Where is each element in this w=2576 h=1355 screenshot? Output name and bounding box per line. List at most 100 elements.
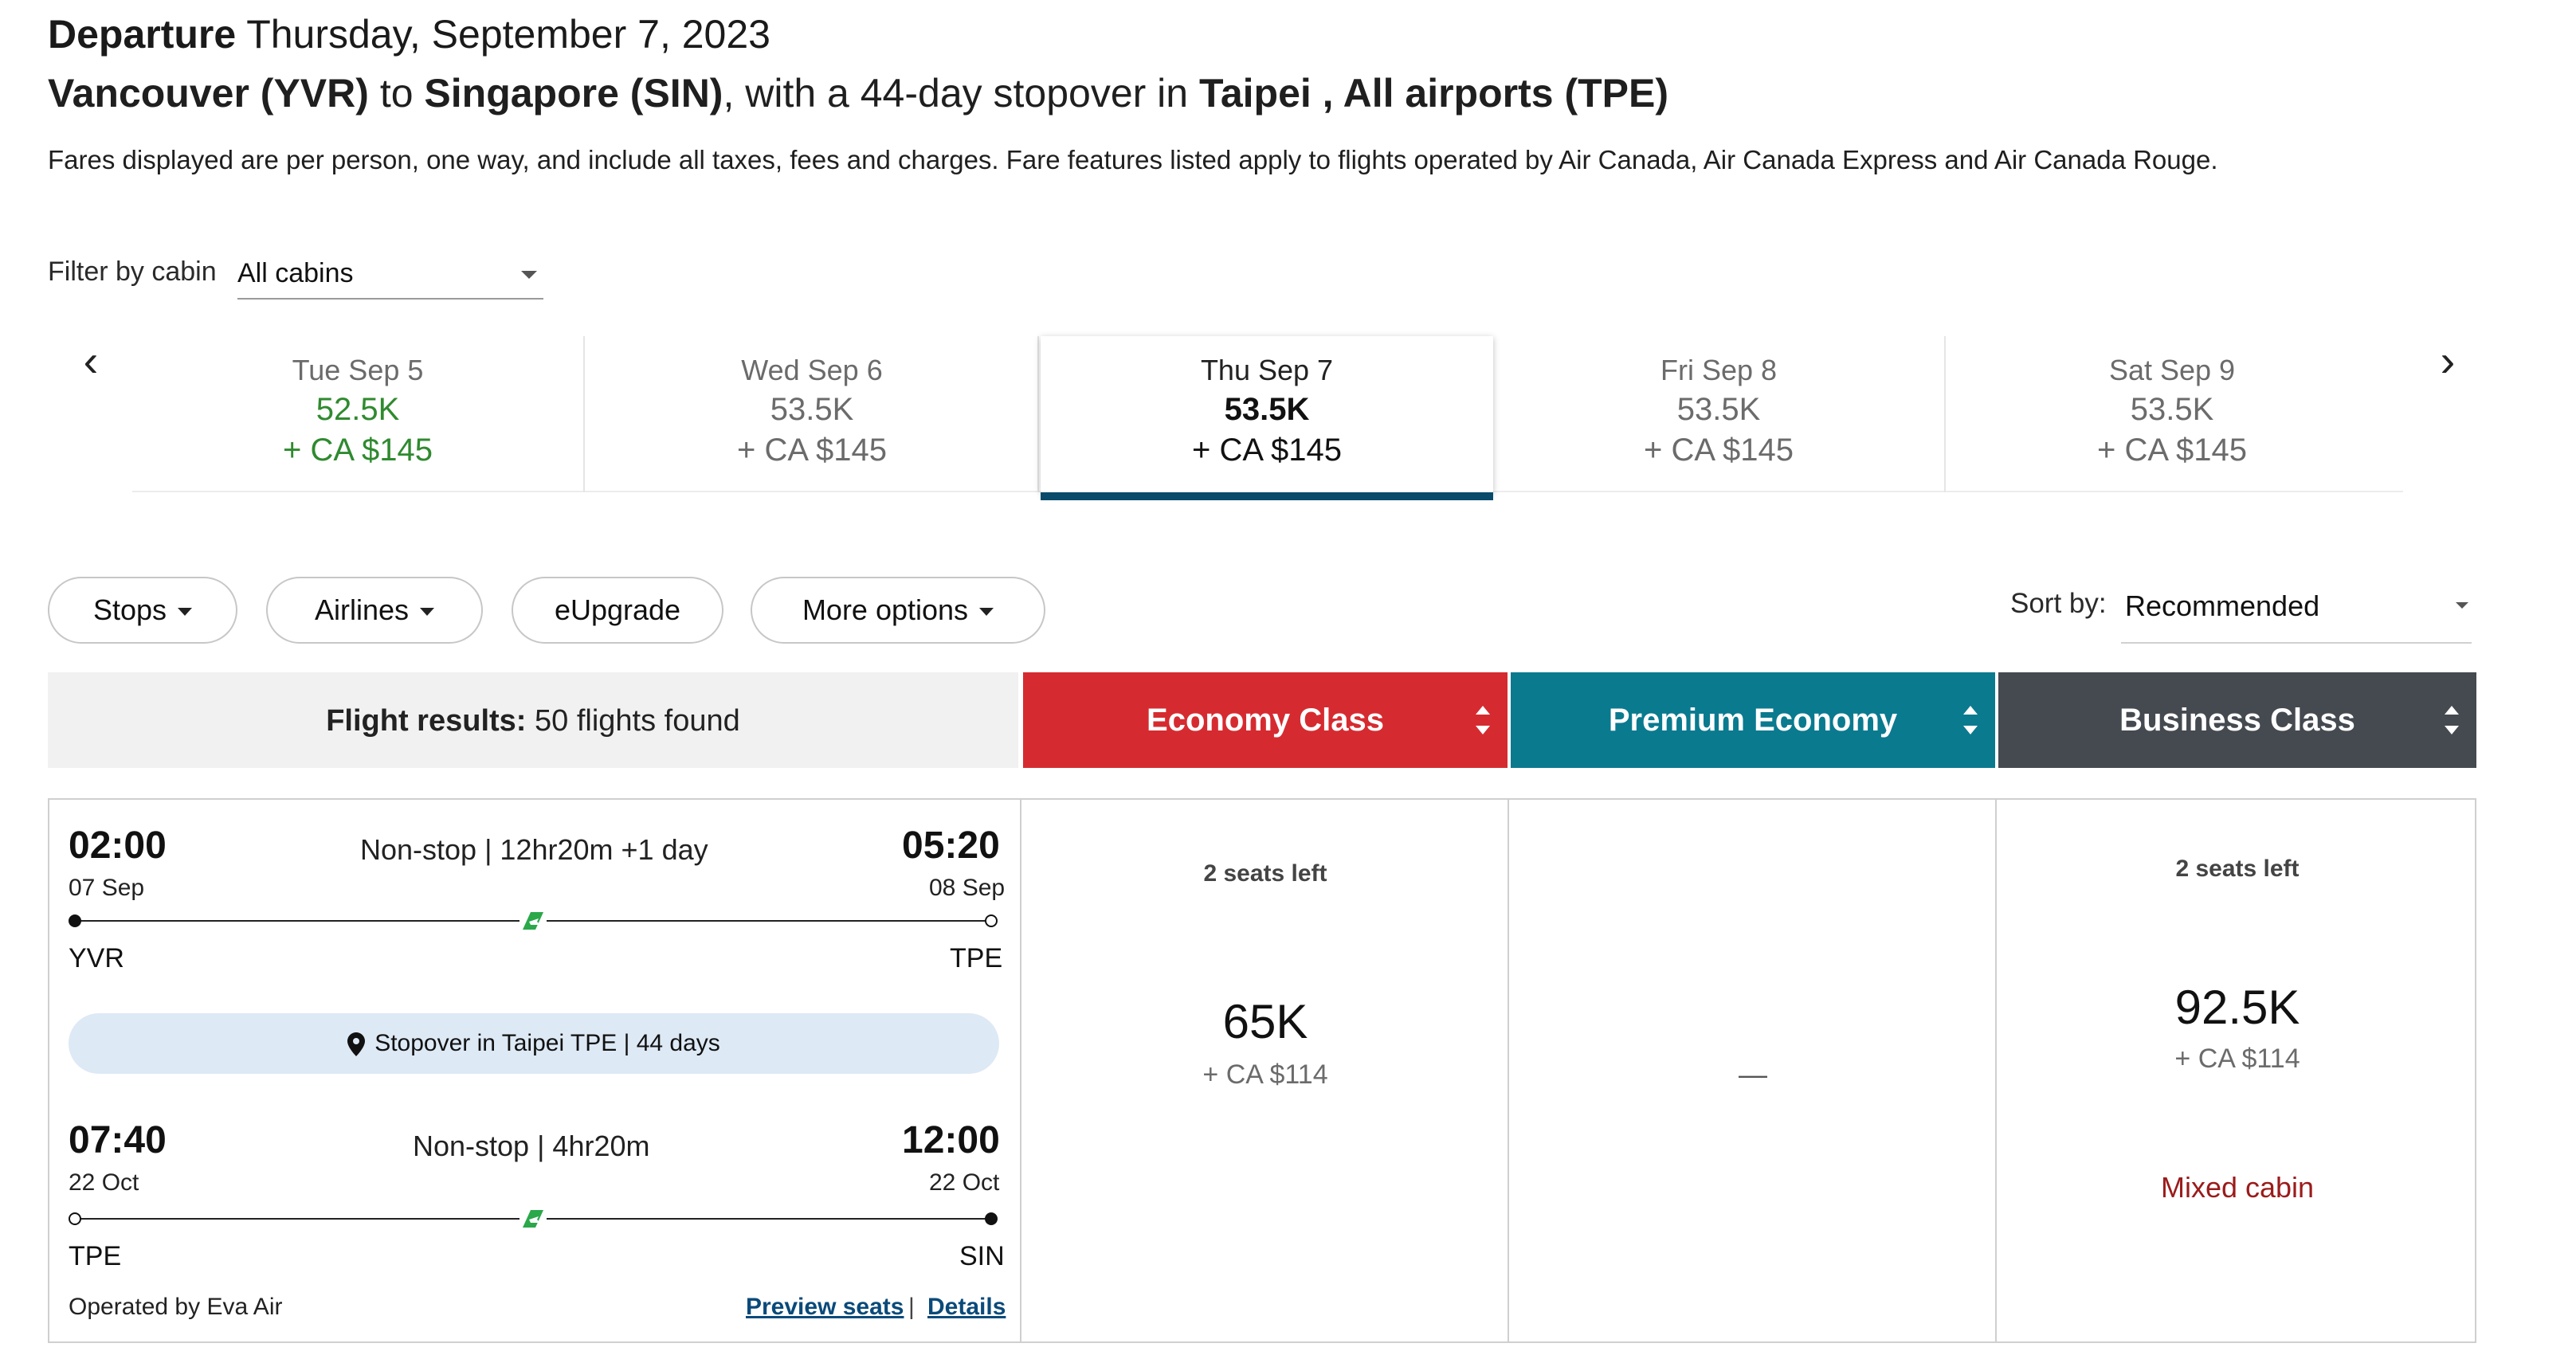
date-day: Tue Sep 5 [292, 354, 424, 386]
stops-filter-label: Stops [92, 593, 167, 626]
sort-select[interactable]: Recommended [2121, 582, 2472, 644]
business-fare-cell[interactable]: 2 seats left 92.5K + CA $114 Mixed cabin [1998, 800, 2476, 1341]
economy-cash: + CA $114 [1202, 1059, 1328, 1090]
date-option-fri-sep-8[interactable]: Fri Sep 8 53.5K + CA $145 [1493, 336, 1946, 492]
business-cash: + CA $114 [2174, 1044, 2300, 1074]
date-cash: + CA $145 [2097, 433, 2247, 468]
departure-label: Departure [48, 12, 237, 57]
premium-economy-header[interactable]: Premium Economy [1511, 672, 1995, 768]
column-divider [1995, 798, 1997, 1343]
flight-results-count: 50 flights found [535, 704, 740, 738]
departure-date: Thursday, September 7, 2023 [246, 12, 770, 57]
segment1-origin-airport: YVR [69, 943, 124, 973]
stopover-banner: Stopover in Taipei TPE | 44 days [69, 1013, 999, 1074]
date-day: Sat Sep 9 [2108, 354, 2236, 386]
map-pin-icon [347, 1032, 366, 1057]
fare-note: Fares displayed are per person, one way,… [48, 145, 2218, 174]
selected-date-indicator [1041, 492, 1493, 500]
flight-result-card [48, 798, 2476, 1343]
caret-down-icon [979, 608, 994, 617]
more-options-button[interactable]: More options [751, 577, 1045, 644]
segment2-depart-date: 22 Oct [69, 1169, 139, 1196]
caret-down-icon [420, 608, 435, 617]
date-cash: + CA $145 [737, 433, 887, 468]
flight-results-header: Flight results: 50 flights found [48, 672, 1018, 768]
departure-heading: Departure Thursday, September 7, 2023 [48, 11, 770, 57]
chevron-left-icon[interactable]: ‹ [83, 335, 99, 386]
route-destination: Singapore (SIN) [424, 71, 723, 116]
filter-cabin-value: All cabins [237, 258, 354, 288]
date-points: 53.5K [2130, 392, 2214, 427]
chevron-down-icon [2456, 602, 2468, 609]
cabin-name: Premium Economy [1608, 703, 1898, 738]
caret-down-icon [178, 608, 193, 617]
stops-filter-button[interactable]: Stops [48, 577, 237, 644]
economy-points: 65K [1222, 995, 1308, 1048]
details-link[interactable]: Details [927, 1294, 1006, 1320]
sort-value: Recommended [2125, 589, 2320, 622]
date-option-wed-sep-6[interactable]: Wed Sep 6 53.5K + CA $145 [586, 336, 1039, 492]
preview-seats-link[interactable]: Preview seats [746, 1294, 904, 1320]
route-heading: Vancouver (YVR) to Singapore (SIN), with… [48, 70, 1668, 116]
economy-seats-left: 2 seats left [1203, 860, 1327, 887]
operated-by-text: Operated by Eva Air [69, 1294, 283, 1320]
filter-cabin-label: Filter by cabin [48, 257, 217, 287]
column-divider [1020, 798, 1021, 1343]
segment2-destination-airport: SIN [959, 1241, 1005, 1271]
date-points: 53.5K [770, 392, 854, 427]
mixed-cabin-note: Mixed cabin [2160, 1171, 2315, 1204]
airlines-filter-label: Airlines [314, 593, 410, 626]
date-points: 53.5K [1224, 392, 1310, 427]
route-stop-text: , with a 44-day stopover in [723, 71, 1189, 116]
date-points: 53.5K [1676, 392, 1761, 427]
date-day: Wed Sep 6 [741, 354, 883, 386]
segment2-info: Non-stop | 4hr20m [413, 1130, 650, 1162]
sort-toggle-icon[interactable] [2445, 706, 2460, 734]
airlines-filter-button[interactable]: Airlines [266, 577, 483, 644]
sort-toggle-icon[interactable] [1963, 706, 1979, 734]
segment1-depart-date: 07 Sep [69, 875, 145, 901]
chevron-down-icon [521, 271, 537, 279]
flight-results-label: Flight results: [326, 704, 527, 738]
more-options-label: More options [802, 593, 969, 626]
segment1-destination-dot [985, 914, 998, 927]
chevron-right-icon[interactable]: › [2440, 335, 2456, 386]
date-option-thu-sep-7[interactable]: Thu Sep 7 53.5K + CA $145 [1041, 336, 1493, 500]
segment1-arrive-time: 05:20 [902, 824, 1000, 867]
date-points: 52.5K [316, 392, 400, 427]
segment2-destination-dot [985, 1212, 998, 1225]
airline-plane-icon [520, 912, 547, 930]
date-option-tue-sep-5[interactable]: Tue Sep 5 52.5K + CA $145 [132, 336, 585, 492]
date-option-sat-sep-9[interactable]: Sat Sep 9 53.5K + CA $145 [1946, 336, 2398, 492]
date-strip: Tue Sep 5 52.5K + CA $145 Wed Sep 6 53.5… [132, 336, 2403, 500]
stopover-text: Stopover in Taipei TPE | 44 days [374, 1030, 720, 1056]
premium-economy-unavailable: — [1739, 1058, 1767, 1091]
segment2-origin-airport: TPE [69, 1241, 122, 1271]
segment2-arrive-time: 12:00 [902, 1119, 1000, 1161]
sort-toggle-icon[interactable] [1476, 706, 1492, 734]
segment1-destination-airport: TPE [950, 943, 1003, 973]
eupgrade-filter-button[interactable]: eUpgrade [512, 577, 723, 644]
economy-fare-cell[interactable]: 2 seats left 65K + CA $114 [1023, 800, 1508, 1341]
segment2-origin-dot [69, 1212, 81, 1225]
route-origin: Vancouver (YVR) [48, 71, 369, 116]
segment1-depart-time: 02:00 [69, 824, 167, 867]
column-divider [1508, 798, 1509, 1343]
economy-class-header[interactable]: Economy Class [1023, 672, 1508, 768]
sort-label: Sort by: [2010, 588, 2107, 619]
filter-cabin-select[interactable]: All cabins [237, 253, 543, 300]
premium-economy-fare-cell: — [1511, 800, 1995, 1341]
date-cash: + CA $145 [283, 433, 433, 468]
cabin-name: Economy Class [1147, 703, 1384, 738]
route-to-word: to [379, 71, 414, 116]
segment2-depart-time: 07:40 [69, 1119, 167, 1161]
link-separator: | [908, 1294, 915, 1320]
date-day: Thu Sep 7 [1200, 354, 1334, 386]
business-class-header[interactable]: Business Class [1998, 672, 2476, 768]
business-points: 92.5K [2174, 981, 2300, 1034]
route-stopover-city: Taipei , All airports (TPE) [1199, 71, 1668, 116]
eupgrade-filter-label: eUpgrade [554, 593, 681, 626]
date-cash: + CA $145 [1192, 433, 1342, 468]
segment1-info: Non-stop | 12hr20m +1 day [360, 833, 708, 866]
segment1-arrive-date: 08 Sep [929, 875, 1006, 901]
